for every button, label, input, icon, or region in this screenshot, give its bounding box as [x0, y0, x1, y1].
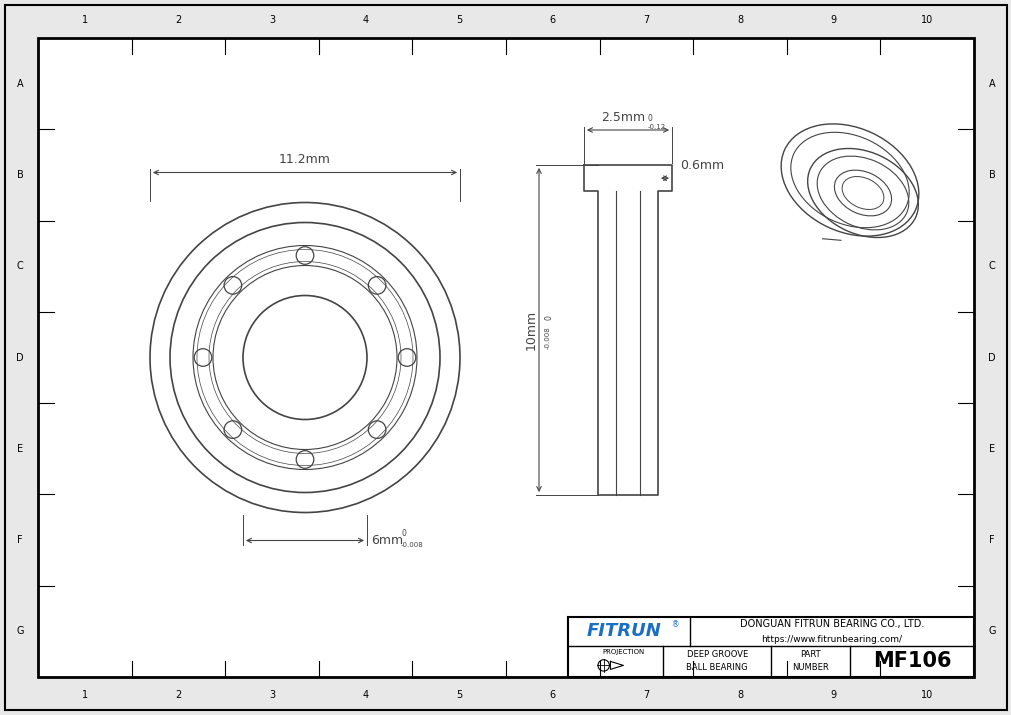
Text: 9: 9	[830, 690, 836, 700]
Text: 1: 1	[82, 690, 88, 700]
Text: 5: 5	[456, 690, 462, 700]
Text: 10mm: 10mm	[524, 310, 537, 350]
Text: F: F	[988, 535, 994, 545]
Text: 5: 5	[456, 15, 462, 25]
Text: 7: 7	[643, 690, 649, 700]
Text: 0: 0	[400, 529, 405, 538]
Text: C: C	[16, 261, 23, 271]
Text: PART: PART	[800, 650, 820, 659]
Bar	[38, 38, 973, 677]
Text: DONGUAN FITRUN BEARING CO., LTD.: DONGUAN FITRUN BEARING CO., LTD.	[739, 619, 923, 629]
Text: F: F	[17, 535, 23, 545]
Text: PROJECTION: PROJECTION	[602, 649, 644, 655]
Text: 1: 1	[82, 15, 88, 25]
Text: A: A	[988, 79, 995, 89]
Text: 10: 10	[920, 690, 932, 700]
Text: 0: 0	[545, 315, 553, 320]
Text: E: E	[988, 444, 994, 454]
Text: G: G	[988, 626, 995, 636]
Text: NUMBER: NUMBER	[792, 663, 828, 672]
Text: 7: 7	[643, 15, 649, 25]
Text: -0.008: -0.008	[545, 327, 550, 350]
Text: 6mm: 6mm	[371, 534, 402, 547]
Text: C: C	[988, 261, 995, 271]
Text: D: D	[987, 352, 995, 363]
Text: 8: 8	[736, 15, 742, 25]
Text: -0.008: -0.008	[400, 541, 424, 548]
Text: 2.5mm: 2.5mm	[601, 111, 644, 124]
Text: 9: 9	[830, 15, 836, 25]
Text: 8: 8	[736, 690, 742, 700]
Text: FITRUN: FITRUN	[586, 622, 660, 641]
Text: G: G	[16, 626, 23, 636]
Text: E: E	[17, 444, 23, 454]
Text: 3: 3	[269, 15, 275, 25]
Text: https://www.fitrunbearing.com/: https://www.fitrunbearing.com/	[760, 635, 902, 644]
Text: 2: 2	[175, 690, 181, 700]
Text: 2: 2	[175, 15, 181, 25]
Text: B: B	[16, 170, 23, 180]
Text: A: A	[16, 79, 23, 89]
Text: 4: 4	[362, 690, 368, 700]
Text: 4: 4	[362, 15, 368, 25]
Text: 0.6mm: 0.6mm	[679, 159, 724, 172]
Text: -0.12: -0.12	[647, 124, 665, 130]
Bar	[567, 617, 973, 677]
Text: DEEP GROOVE: DEEP GROOVE	[685, 650, 747, 659]
Text: ®: ®	[671, 620, 679, 629]
Text: MF106: MF106	[871, 651, 950, 671]
Text: 6: 6	[549, 15, 555, 25]
Text: 10: 10	[920, 15, 932, 25]
Text: BALL BEARING: BALL BEARING	[685, 663, 747, 672]
Text: B: B	[988, 170, 995, 180]
Text: 6: 6	[549, 690, 555, 700]
Text: D: D	[16, 352, 24, 363]
Text: 11.2mm: 11.2mm	[279, 152, 331, 165]
Text: 3: 3	[269, 690, 275, 700]
Text: 0: 0	[647, 114, 652, 122]
